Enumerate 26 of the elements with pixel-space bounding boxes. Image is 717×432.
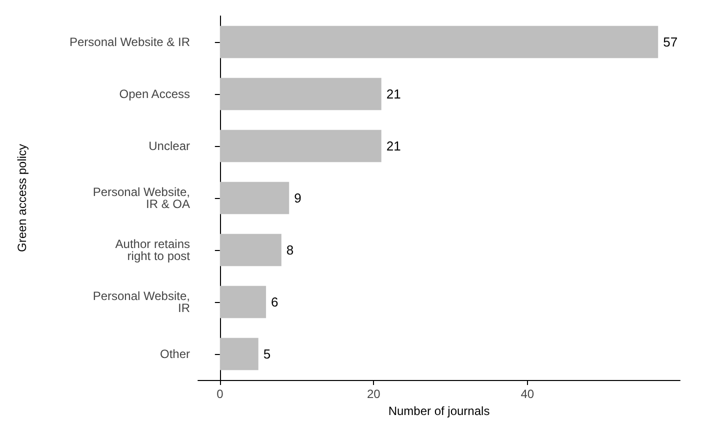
bar (220, 130, 382, 162)
y-tick-label: Personal Website & IR (70, 35, 190, 49)
bar (220, 338, 258, 370)
x-tick-label: 0 (216, 387, 224, 401)
bar (220, 182, 290, 214)
y-tick-label: Personal Website, IR (92, 289, 190, 315)
data-label: 5 (263, 346, 271, 362)
data-label: 6 (271, 294, 278, 310)
y-tick-label: Author retains right to post (115, 237, 191, 263)
data-label: 21 (386, 138, 401, 154)
bar (220, 286, 266, 318)
data-label: 57 (663, 34, 678, 50)
x-tick-label: 40 (520, 387, 534, 401)
y-tick-label: Personal Website, IR & OA (92, 185, 190, 211)
bar (220, 78, 382, 110)
y-axis-title: Green access policy (15, 144, 29, 252)
x-tick-label: 20 (366, 387, 381, 401)
data-label: 9 (294, 190, 302, 206)
y-tick-label: Other (160, 347, 190, 361)
y-tick-label: Unclear (148, 139, 190, 153)
data-label: 21 (386, 86, 401, 102)
bar (220, 26, 658, 58)
x-axis-title: Number of journals (388, 404, 490, 418)
y-tick-label: Open Access (119, 87, 190, 101)
data-label: 8 (286, 242, 294, 258)
bar (220, 234, 282, 266)
